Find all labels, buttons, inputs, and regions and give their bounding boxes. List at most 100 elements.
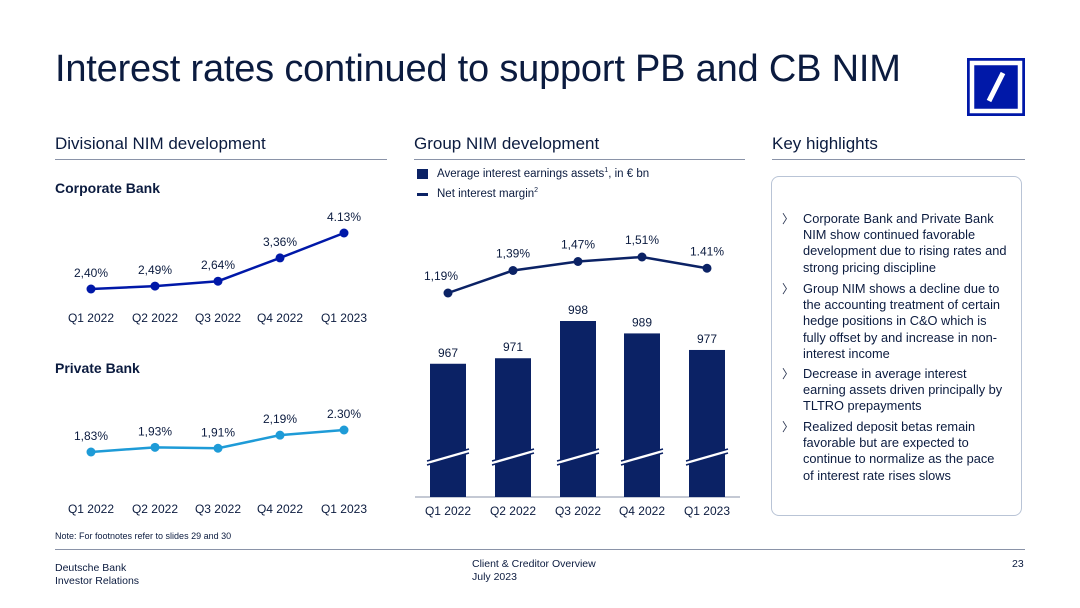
nim-point <box>573 257 583 266</box>
footnote-note: Note: For footnotes refer to slides 29 a… <box>55 531 232 541</box>
data-label: 2,64% <box>201 258 235 272</box>
axis-break-mark <box>557 449 599 465</box>
axis-break-edge <box>491 448 535 462</box>
x-tick-label: Q4 2022 <box>257 502 303 516</box>
axis-break-edge <box>620 452 664 466</box>
highlight-item: 〉 Group NIM shows a decline due to the ac… <box>782 281 1001 361</box>
x-tick-label: Q1 2023 <box>321 502 367 516</box>
bar-value-label: 977 <box>697 332 717 346</box>
footer-department: Investor Relations <box>55 575 140 587</box>
x-tick-label: Q1 2022 <box>68 502 114 516</box>
bar-value-label: 971 <box>503 340 523 354</box>
legend-line-label: Net interest margin2 <box>437 187 539 200</box>
highlights-divider <box>772 159 1025 160</box>
x-tick-label: Q3 2022 <box>195 502 241 516</box>
axis-break-mark <box>621 449 663 465</box>
legend-bar-swatch <box>417 169 428 179</box>
highlight-item: 〉 Corporate Bank and Private Bank NIM sho… <box>782 211 1007 275</box>
highlights-header: Key highlights <box>772 134 878 153</box>
bullet-chevron-icon: 〉 <box>782 420 795 434</box>
bar-value-label: 967 <box>438 346 458 360</box>
data-point <box>339 425 349 435</box>
divisional-divider <box>55 159 387 160</box>
bullet-chevron-icon: 〉 <box>782 367 795 381</box>
nim-point <box>508 266 518 275</box>
axis-break-mark <box>427 449 469 465</box>
data-label: 2,40% <box>74 266 108 280</box>
axis-break-edge <box>685 448 729 462</box>
bar <box>624 333 660 497</box>
x-tick-label: Q4 2022 <box>619 504 665 518</box>
axis-break-edge <box>556 452 600 466</box>
corporate-bank-title: Corporate Bank <box>55 180 161 196</box>
data-label: 1,91% <box>201 425 235 439</box>
data-point <box>150 281 160 291</box>
group-nim-chart: 967 Q1 2022 971 Q2 2022 998 Q3 2022 989 Q4 2022… <box>415 233 740 518</box>
logo-slash-icon <box>969 60 1023 114</box>
x-tick-label: Q1 2023 <box>321 311 367 325</box>
axis-break-mark <box>492 449 534 465</box>
nim-label: 1.41% <box>690 244 724 258</box>
x-tick-label: Q1 2022 <box>425 504 471 518</box>
data-point <box>275 253 285 263</box>
highlights-box <box>771 176 1022 516</box>
data-point <box>86 447 96 457</box>
footer-doc-title: Client & Creditor Overview <box>472 558 596 570</box>
nim-label: 1,47% <box>561 238 595 252</box>
data-point <box>275 430 285 440</box>
data-point <box>150 442 160 452</box>
axis-break-edge <box>685 452 729 466</box>
axis-break-mark <box>686 449 728 465</box>
data-point <box>339 228 349 238</box>
bar <box>560 321 596 497</box>
highlight-item: 〉 Realized deposit betas remain favorable… <box>782 419 995 483</box>
private-bank-title: Private Bank <box>55 360 140 376</box>
axis-break-edge <box>426 452 470 466</box>
x-tick-label: Q3 2022 <box>195 311 241 325</box>
bullet-chevron-icon: 〉 <box>782 282 795 296</box>
page-number: 23 <box>1012 558 1024 570</box>
axis-break-edge <box>491 452 535 466</box>
divisional-header: Divisional NIM development <box>55 134 266 153</box>
x-tick-label: Q2 2022 <box>132 311 178 325</box>
data-label: 2.30% <box>327 407 361 421</box>
axis-break-edge <box>620 448 664 462</box>
nim-point <box>702 263 712 273</box>
bar <box>430 363 466 497</box>
x-tick-label: Q1 2022 <box>68 311 114 325</box>
data-label: 1,93% <box>138 424 172 438</box>
nim-point <box>443 288 453 298</box>
bullet-chevron-icon: 〉 <box>782 212 795 226</box>
data-point <box>213 276 223 286</box>
footer-center: Client & Creditor Overview July 2023 <box>472 558 596 584</box>
x-tick-label: Q2 2022 <box>132 502 178 516</box>
footer-left: Deutsche Bank Investor Relations <box>55 562 139 588</box>
nim-point <box>637 252 647 262</box>
group-header: Group NIM development <box>414 134 600 153</box>
footer-divider <box>55 549 1025 550</box>
x-tick-label: Q1 2023 <box>684 504 730 518</box>
x-tick-label: Q3 2022 <box>555 504 601 518</box>
data-label: 2,49% <box>138 263 172 277</box>
corporate-bank-chart: 2,40% 2,49% 2,64% 3,36% 4.13% Q1 2022 Q2 2022 Q… <box>68 210 367 325</box>
legend-bars-label: Average interest earnings assets1, in € … <box>437 167 650 180</box>
bar <box>689 349 725 497</box>
legend-line-swatch <box>417 193 428 196</box>
highlight-item: 〉 Decrease in average interest earning as… <box>782 366 1003 414</box>
axis-break-edge <box>556 448 600 462</box>
group-divider <box>414 159 745 160</box>
nim-label: 1,51% <box>625 233 659 247</box>
data-label: 2,19% <box>263 412 297 426</box>
data-label: 1,83% <box>74 429 108 443</box>
footer-company: Deutsche Bank <box>55 562 127 574</box>
page-title: Interest rates continued to support PB a… <box>55 48 901 90</box>
deutsche-bank-logo <box>967 58 1025 116</box>
x-tick-label: Q2 2022 <box>490 504 536 518</box>
data-label: 3,36% <box>263 235 297 249</box>
nim-label: 1,19% <box>424 269 458 283</box>
bar-value-label: 989 <box>632 315 652 329</box>
nim-label: 1,39% <box>496 247 530 261</box>
bar <box>495 358 531 497</box>
data-label: 4.13% <box>327 210 361 224</box>
data-point <box>213 443 223 453</box>
